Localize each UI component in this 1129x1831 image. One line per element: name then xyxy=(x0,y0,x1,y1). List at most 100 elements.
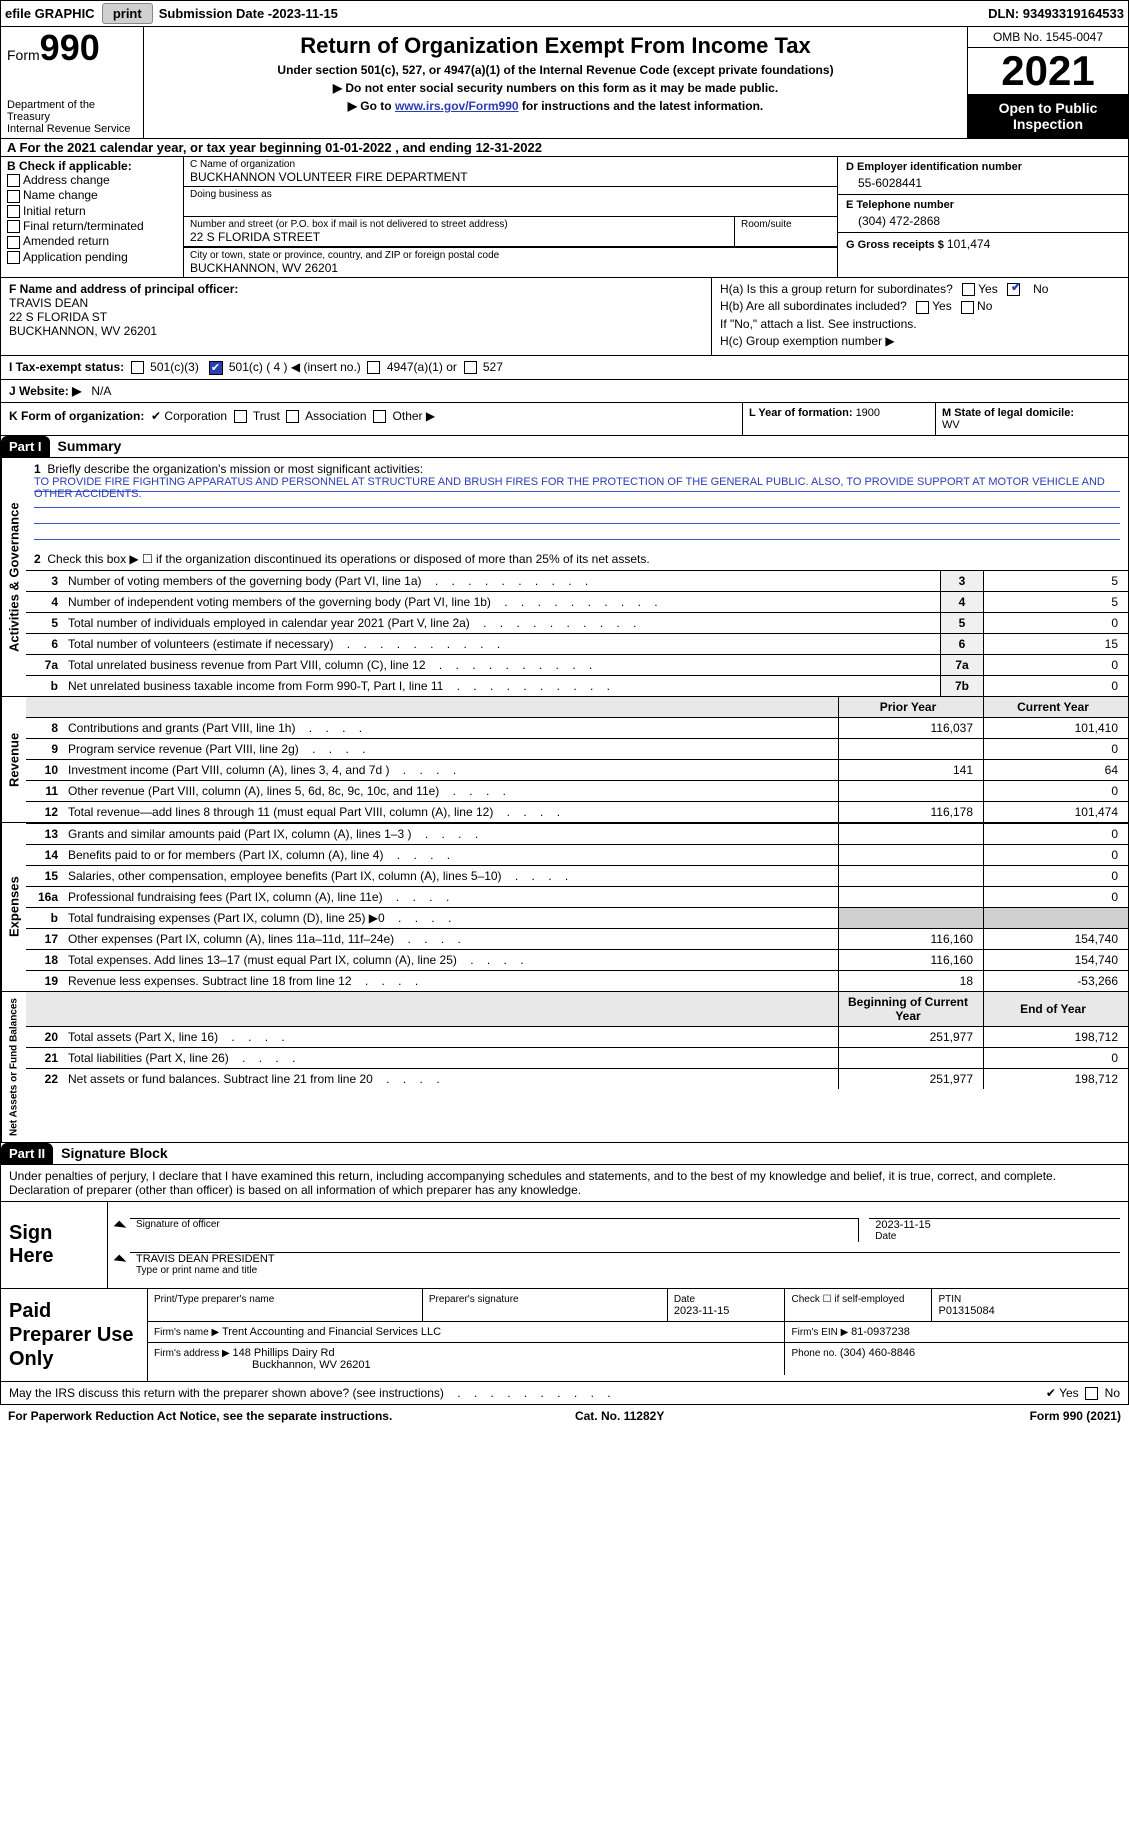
firm-ein-label: Firm's EIN ▶ xyxy=(791,1327,851,1338)
checkbox-icon[interactable] xyxy=(7,220,20,233)
prep-sig-label: Preparer's signature xyxy=(429,1294,519,1305)
checkbox-icon[interactable] xyxy=(7,190,20,203)
dept-treasury: Department of the Treasury xyxy=(7,99,137,123)
prior-value xyxy=(839,738,984,759)
checkbox-icon[interactable] xyxy=(1085,1387,1098,1400)
checkbox-checked-icon[interactable]: ✔ xyxy=(1046,1386,1056,1400)
i-527: 527 xyxy=(483,360,503,374)
line-desc: Total revenue—add lines 8 through 11 (mu… xyxy=(64,801,839,822)
prior-value: 251,977 xyxy=(839,1026,984,1047)
line-value: 5 xyxy=(984,591,1129,612)
section-c: C Name of organization BUCKHANNON VOLUNT… xyxy=(184,157,837,277)
checkbox-checked-icon[interactable]: ✔ xyxy=(209,361,223,375)
line-desc: Total assets (Part X, line 16) xyxy=(64,1026,839,1047)
gross-value: 101,474 xyxy=(947,237,990,251)
line-num: 15 xyxy=(26,865,64,886)
footer: For Paperwork Reduction Act Notice, see … xyxy=(0,1405,1129,1427)
h-note: If "No," attach a list. See instructions… xyxy=(720,317,1120,331)
ein-value: 55-6028441 xyxy=(846,173,1120,190)
line-value: 0 xyxy=(984,612,1129,633)
line-desc: Number of independent voting members of … xyxy=(64,591,941,612)
checkbox-icon[interactable] xyxy=(286,410,299,423)
tax-year: 2021 xyxy=(968,48,1128,94)
gross-label: G Gross receipts $ xyxy=(846,239,947,251)
current-value: 0 xyxy=(984,865,1129,886)
checkbox-icon[interactable] xyxy=(367,361,380,374)
checkbox-icon[interactable] xyxy=(7,205,20,218)
checkbox-icon[interactable] xyxy=(464,361,477,374)
checkbox-icon[interactable] xyxy=(131,361,144,374)
line1: 1 Briefly describe the organization's mi… xyxy=(26,458,1128,544)
footer-left: For Paperwork Reduction Act Notice, see … xyxy=(8,1409,392,1423)
line-num: 7a xyxy=(26,654,64,675)
checkbox-icon[interactable] xyxy=(7,251,20,264)
section-l: L Year of formation: 1900 xyxy=(742,403,935,435)
sidetab-netassets: Net Assets or Fund Balances xyxy=(1,992,26,1142)
city-label: City or town, state or province, country… xyxy=(190,250,831,261)
period-end: 12-31-2022 xyxy=(475,140,542,155)
arrow-icon xyxy=(114,1220,127,1233)
checkbox-icon[interactable] xyxy=(961,301,974,314)
k-corp: Corporation xyxy=(164,409,227,423)
org-address: 22 S FLORIDA STREET xyxy=(190,230,728,244)
line-num: 4 xyxy=(26,591,64,612)
k-assoc: Association xyxy=(305,409,366,423)
line-desc: Total unrelated business revenue from Pa… xyxy=(64,654,941,675)
section-d: D Employer identification number 55-6028… xyxy=(837,157,1128,277)
no-label: No xyxy=(1033,282,1048,296)
line-num: 8 xyxy=(26,717,64,738)
firm-ein: 81-0937238 xyxy=(851,1326,910,1338)
checkbox-checked-icon[interactable]: ✔ xyxy=(151,409,161,423)
checkbox-icon[interactable] xyxy=(7,236,20,249)
ptin-value: P01315084 xyxy=(938,1305,994,1317)
line-value: 15 xyxy=(984,633,1129,654)
current-value: 0 xyxy=(984,886,1129,907)
sign-label: Sign Here xyxy=(1,1202,108,1288)
prior-value xyxy=(839,886,984,907)
period-begin: 01-01-2022 xyxy=(325,140,392,155)
ptin-label: PTIN xyxy=(938,1294,961,1305)
line-num: 12 xyxy=(26,801,64,822)
mission-blank xyxy=(34,492,1120,508)
checkbox-icon[interactable] xyxy=(7,174,20,187)
org-city: BUCKHANNON, WV 26201 xyxy=(190,261,831,275)
note-ssn: Do not enter social security numbers on … xyxy=(152,81,959,95)
prep-selfemp: Check ☐ if self-employed xyxy=(791,1294,904,1305)
current-value: 198,712 xyxy=(984,1068,1129,1089)
k-other: Other ▶ xyxy=(393,409,436,423)
addr-label: Number and street (or P.O. box if mail i… xyxy=(190,219,728,230)
b-opt-final: Final return/terminated xyxy=(23,219,144,233)
checkbox-icon[interactable] xyxy=(962,283,975,296)
c-name-label: C Name of organization xyxy=(190,159,831,170)
current-value: 154,740 xyxy=(984,949,1129,970)
section-klm: K Form of organization: ✔ Corporation Tr… xyxy=(0,403,1129,436)
ha-label: H(a) Is this a group return for subordin… xyxy=(720,282,953,296)
line-num: b xyxy=(26,675,64,696)
checkbox-icon[interactable] xyxy=(373,410,386,423)
checkbox-icon[interactable] xyxy=(234,410,247,423)
form-number: 990 xyxy=(40,27,100,69)
dln-label: DLN: xyxy=(988,6,1023,21)
line-num: 20 xyxy=(26,1026,64,1047)
part1-expenses: Expenses 13 Grants and similar amounts p… xyxy=(0,823,1129,992)
section-m: M State of legal domicile:WV xyxy=(935,403,1128,435)
yes-label: Yes xyxy=(1059,1386,1079,1400)
irs-link[interactable]: www.irs.gov/Form990 xyxy=(395,99,519,113)
sidetab-revenue: Revenue xyxy=(1,697,26,822)
section-i: I Tax-exempt status: 501(c)(3) ✔ 501(c) … xyxy=(0,356,1129,380)
print-button[interactable]: print xyxy=(102,3,153,24)
line-box: 7b xyxy=(941,675,984,696)
line-value: 5 xyxy=(984,570,1129,591)
inspection-line2: Inspection xyxy=(972,116,1124,132)
checkbox-icon[interactable] xyxy=(916,301,929,314)
tax-period: A For the 2021 calendar year, or tax yea… xyxy=(0,139,1129,157)
note-link-pre: Go to xyxy=(360,99,395,113)
paid-preparer: Paid Preparer Use Only Print/Type prepar… xyxy=(0,1289,1129,1382)
prior-value xyxy=(839,780,984,801)
prior-value: 18 xyxy=(839,970,984,991)
current-value: 0 xyxy=(984,1047,1129,1068)
sidetab-expenses: Expenses xyxy=(1,823,26,991)
l-value: 1900 xyxy=(856,407,880,419)
j-label: J Website: ▶ xyxy=(9,384,81,398)
line-value: 0 xyxy=(984,654,1129,675)
